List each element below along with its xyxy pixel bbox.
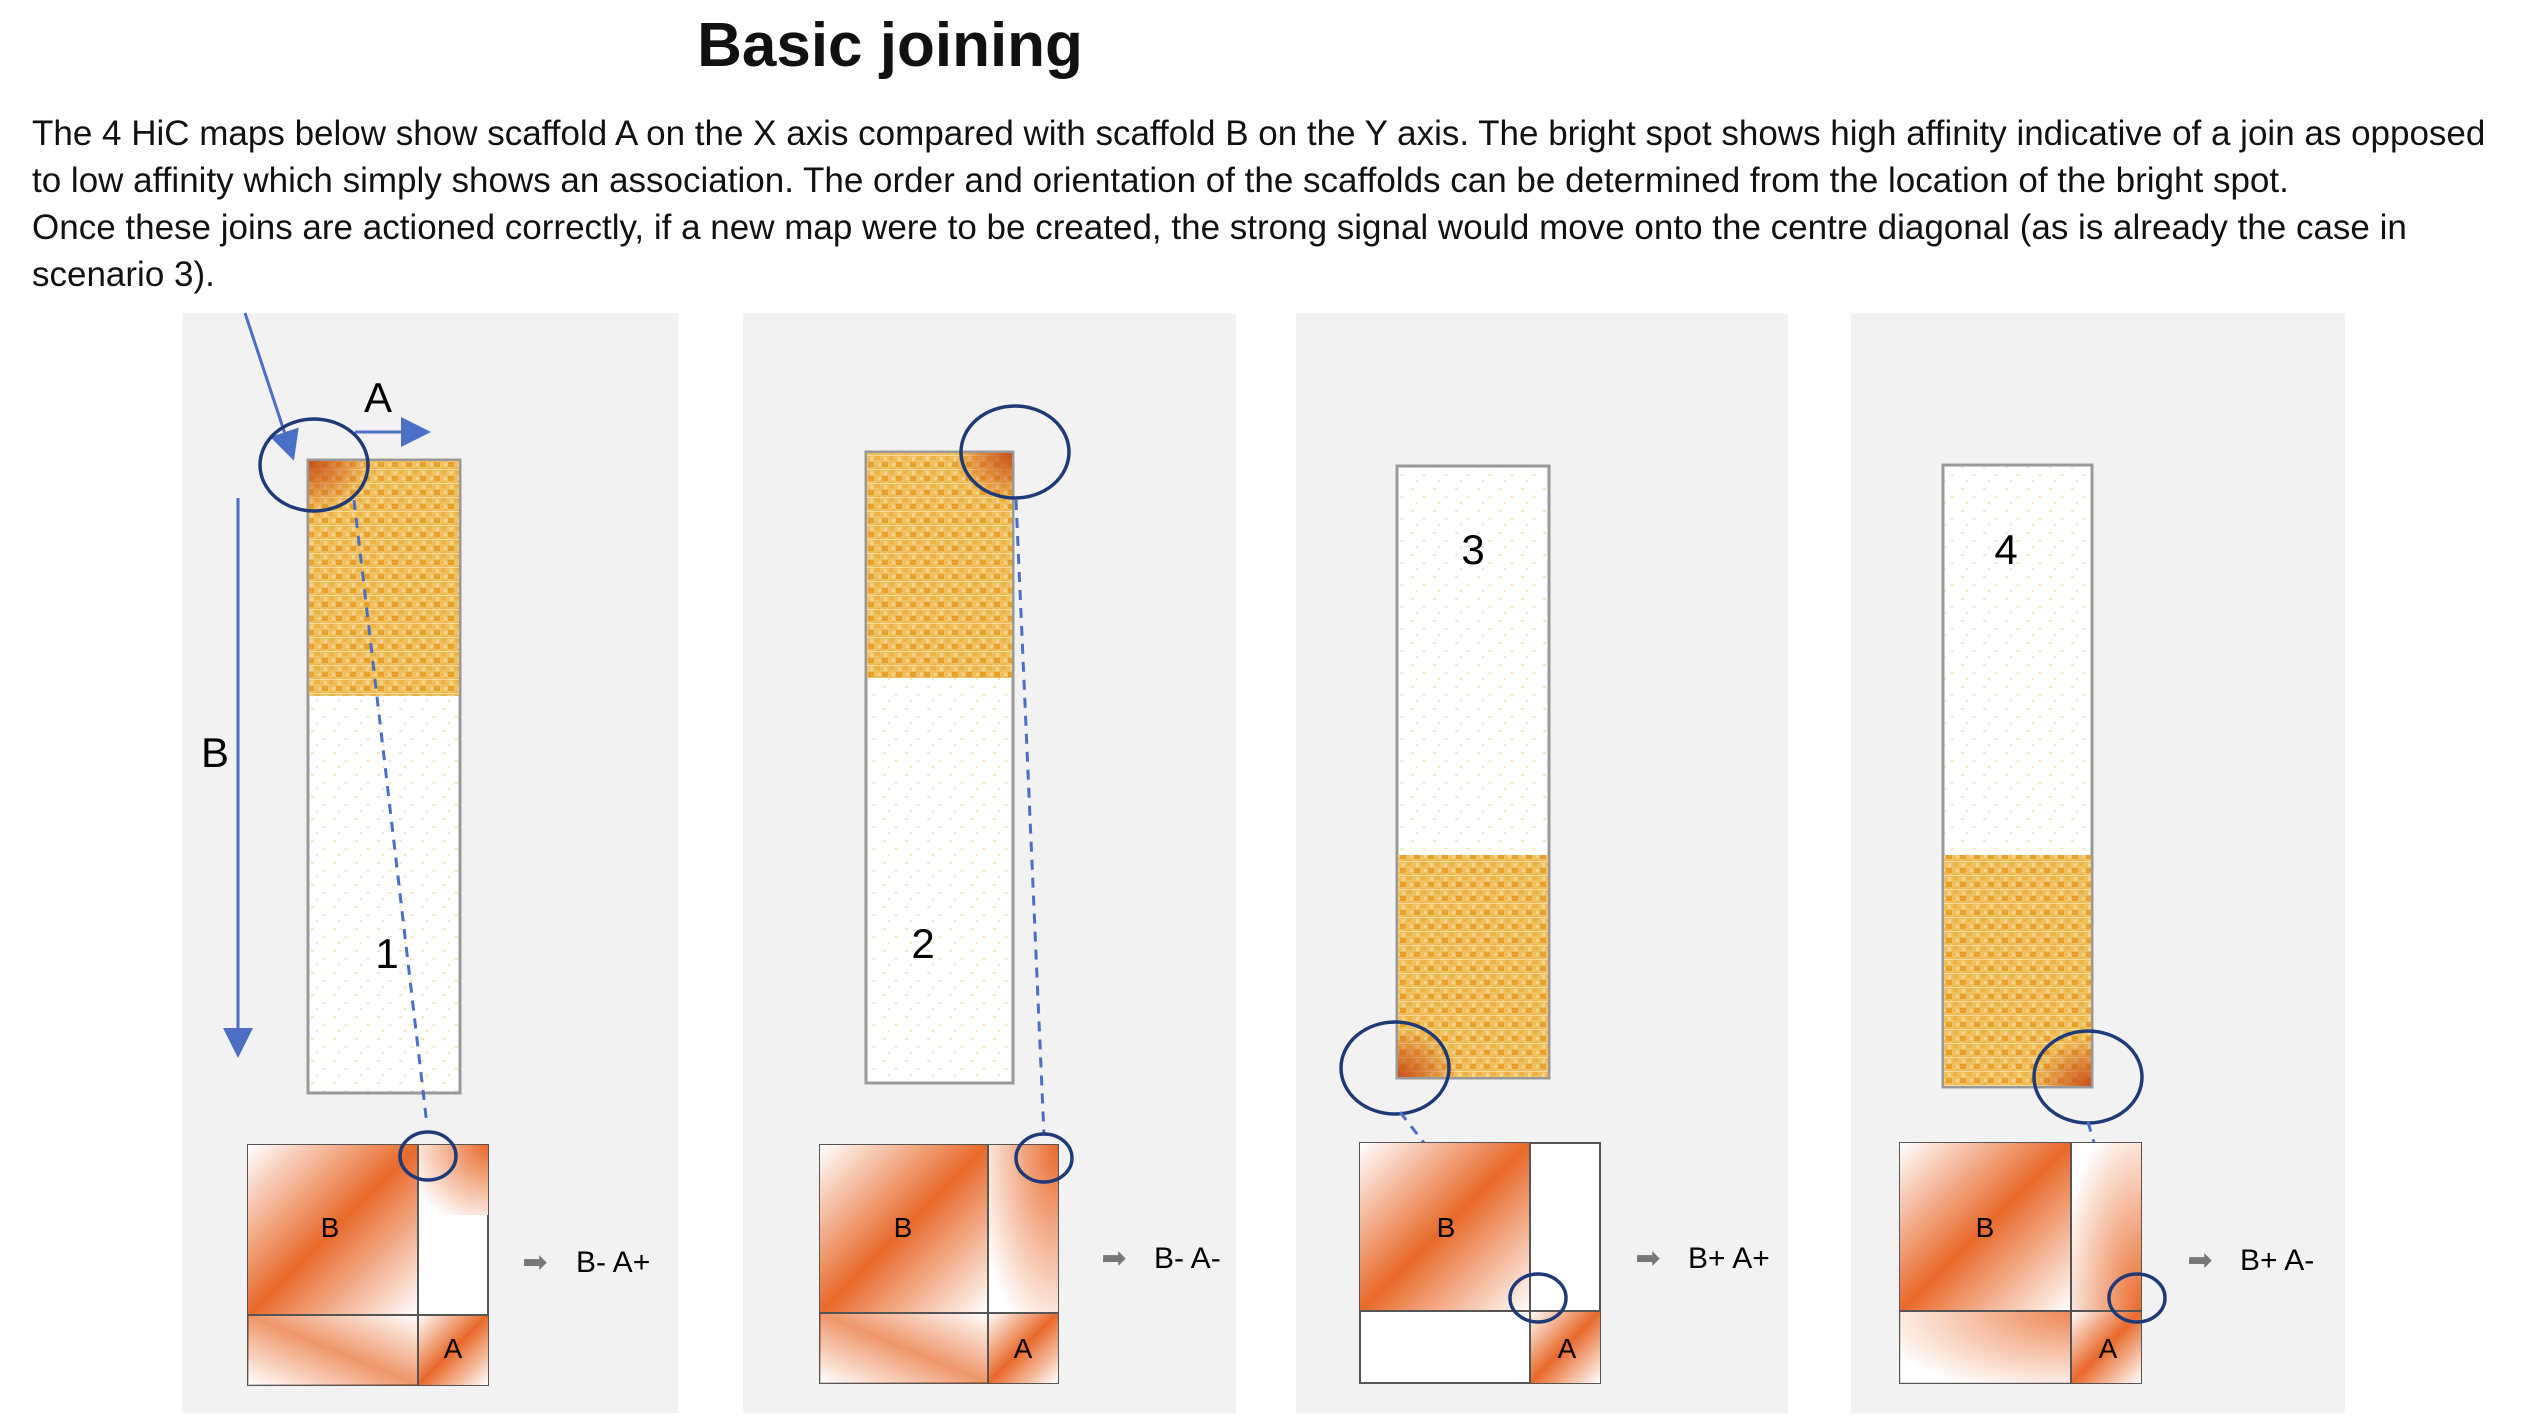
result-arrow-icon: ➡ xyxy=(1635,1241,1660,1276)
join-spot xyxy=(2071,1143,2141,1311)
x-axis-label: A xyxy=(364,374,392,421)
block-b xyxy=(1900,1143,2071,1311)
block-b xyxy=(248,1145,418,1315)
bright-spot xyxy=(309,461,369,511)
block-a xyxy=(2071,1311,2141,1383)
block-a xyxy=(988,1313,1058,1383)
block-a xyxy=(418,1315,488,1385)
scenario-number: 4 xyxy=(1994,526,2017,573)
scenario-number: 2 xyxy=(911,920,934,967)
join-spot xyxy=(820,1313,988,1383)
description-line: Once these joins are actioned correctly,… xyxy=(32,208,2407,247)
description-line: scenario 3). xyxy=(32,255,215,294)
page-title: Basic joining xyxy=(697,11,1083,80)
result-arrow-icon: ➡ xyxy=(522,1245,547,1280)
block-label-a: A xyxy=(2099,1333,2118,1364)
result-label: B+ A+ xyxy=(1688,1242,1770,1275)
result-label: B- A- xyxy=(1154,1242,1221,1275)
scenario-3: 3 B A ➡ B+ A+ xyxy=(1339,464,1770,1384)
join-spot xyxy=(1900,1311,2071,1383)
join-spot xyxy=(248,1315,418,1385)
block-b xyxy=(1360,1143,1530,1311)
pointer-arrow xyxy=(243,312,299,461)
block-label-a: A xyxy=(1558,1333,1577,1364)
join-circle xyxy=(1508,1272,1568,1324)
block-label-a: A xyxy=(444,1333,463,1364)
link-dashed-line xyxy=(1014,499,1046,1136)
block-label-b: B xyxy=(1976,1212,1995,1243)
signal-circle xyxy=(1339,1020,1451,1116)
scenario-2: 2 B A ➡ B- A- xyxy=(819,404,1221,1384)
result-arrow-icon: ➡ xyxy=(1101,1241,1126,1276)
block-label-b: B xyxy=(894,1212,913,1243)
description-line: The 4 HiC maps below show scaffold A on … xyxy=(32,114,2486,153)
join-circle xyxy=(2107,1272,2167,1324)
scenario-1: 1 B A ➡ B- A+ xyxy=(247,417,650,1386)
result-label: B- A+ xyxy=(576,1246,650,1279)
description-line: to low affinity which simply shows an as… xyxy=(32,161,2289,200)
scenario-number: 3 xyxy=(1461,526,1484,573)
description: The 4 HiC maps below show scaffold A on … xyxy=(32,110,2522,298)
bright-spot xyxy=(2031,1036,2091,1086)
signal-circle xyxy=(959,404,1071,500)
join-circle xyxy=(398,1130,458,1182)
signal-circle xyxy=(258,417,370,513)
join-spot xyxy=(988,1145,1058,1313)
block-b xyxy=(820,1145,988,1313)
result-label: B+ A- xyxy=(2240,1244,2314,1277)
join-circle xyxy=(1014,1132,1074,1184)
y-axis-label: B xyxy=(201,729,229,776)
block-label-a: A xyxy=(1014,1333,1033,1364)
result-arrow-icon: ➡ xyxy=(2187,1243,2212,1278)
block-label-b: B xyxy=(321,1212,340,1243)
link-dashed-line xyxy=(352,499,429,1126)
scenario-number: 1 xyxy=(375,930,398,977)
scenario-4: 4 B A ➡ B+ A- xyxy=(1899,463,2314,1384)
block-label-b: B xyxy=(1437,1212,1456,1243)
